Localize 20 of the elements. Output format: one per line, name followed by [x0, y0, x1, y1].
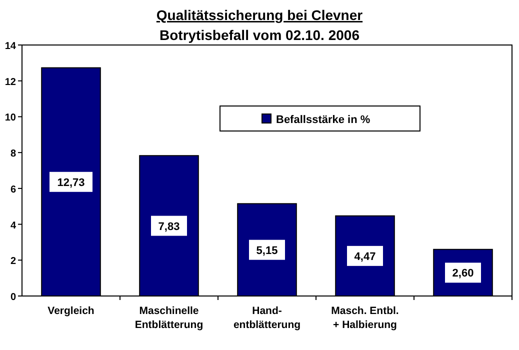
x-tick-label: Vergleich	[48, 305, 94, 317]
y-tick-label: 2	[10, 256, 16, 268]
chart-title: Qualitätssicherung bei Clevner	[156, 7, 364, 23]
y-tick-label: 6	[10, 184, 16, 196]
text: 12,73	[57, 176, 85, 189]
y-tick-label: 4	[10, 220, 16, 232]
text: 7,83	[158, 220, 180, 233]
x-tick-label: Hand- entblätterung	[233, 305, 301, 331]
text: 5,15	[256, 244, 278, 257]
x-tick-label: Maschinelle Entblätterung	[134, 305, 204, 331]
y-tick-label: 10	[4, 112, 16, 124]
chart-subtitle: Botrytisbefall vom 02.10. 2006	[160, 27, 360, 43]
y-tick-label: 12	[4, 76, 16, 88]
text: 2,60	[452, 268, 474, 280]
legend-label: Befallsstärke in %	[276, 114, 370, 126]
y-tick-label: 8	[10, 148, 16, 160]
y-tick-label: 14	[4, 41, 16, 52]
x-tick-label: Masch. Entbl. + Halbierung	[331, 305, 399, 331]
y-tick-label: 0	[10, 292, 16, 303]
text: 4,47	[354, 250, 376, 263]
